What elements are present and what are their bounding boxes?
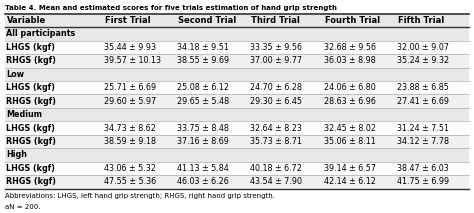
Text: First Trial: First Trial <box>105 16 150 25</box>
Text: 34.12 ± 7.78: 34.12 ± 7.78 <box>397 137 449 146</box>
Text: 32.68 ± 9.56: 32.68 ± 9.56 <box>324 43 376 52</box>
Text: 29.65 ± 5.48: 29.65 ± 5.48 <box>177 97 229 106</box>
Text: 38.59 ± 9.18: 38.59 ± 9.18 <box>104 137 156 146</box>
Text: 37.00 ± 9.77: 37.00 ± 9.77 <box>250 56 302 65</box>
Text: LHGS (kgf): LHGS (kgf) <box>6 164 55 173</box>
Text: 32.45 ± 8.02: 32.45 ± 8.02 <box>324 124 376 132</box>
Text: Abbreviations: LHGS, left hand grip strength; RHGS, right hand grip strength.: Abbreviations: LHGS, left hand grip stre… <box>5 193 275 199</box>
Text: All participants: All participants <box>6 29 75 39</box>
Bar <box>5 41 469 54</box>
Text: 34.73 ± 8.62: 34.73 ± 8.62 <box>104 124 155 132</box>
Text: 38.47 ± 6.03: 38.47 ± 6.03 <box>397 164 449 173</box>
Text: 38.55 ± 9.69: 38.55 ± 9.69 <box>177 56 229 65</box>
Text: 33.75 ± 8.48: 33.75 ± 8.48 <box>177 124 229 132</box>
Text: 24.70 ± 6.28: 24.70 ± 6.28 <box>250 83 302 92</box>
Text: 39.14 ± 6.57: 39.14 ± 6.57 <box>324 164 376 173</box>
Text: 46.03 ± 6.26: 46.03 ± 6.26 <box>177 177 229 186</box>
Bar <box>5 14 469 27</box>
Text: Low: Low <box>6 70 24 79</box>
Text: RHGS (kgf): RHGS (kgf) <box>6 177 56 186</box>
Text: 35.44 ± 9.93: 35.44 ± 9.93 <box>104 43 156 52</box>
Text: 35.24 ± 9.32: 35.24 ± 9.32 <box>397 56 449 65</box>
Text: Fifth Trial: Fifth Trial <box>398 16 445 25</box>
Bar <box>5 162 469 175</box>
Text: 35.06 ± 8.11: 35.06 ± 8.11 <box>324 137 375 146</box>
Bar <box>5 94 469 108</box>
Text: 32.00 ± 9.07: 32.00 ± 9.07 <box>397 43 449 52</box>
Text: 24.06 ± 6.80: 24.06 ± 6.80 <box>324 83 375 92</box>
Text: 41.75 ± 6.99: 41.75 ± 6.99 <box>397 177 449 186</box>
Bar <box>5 121 469 135</box>
Text: 27.41 ± 6.69: 27.41 ± 6.69 <box>397 97 449 106</box>
Bar <box>5 54 469 68</box>
Text: aN = 200.: aN = 200. <box>5 204 40 210</box>
Text: 40.18 ± 6.72: 40.18 ± 6.72 <box>250 164 302 173</box>
Text: LHGS (kgf): LHGS (kgf) <box>6 124 55 132</box>
Text: 43.06 ± 5.32: 43.06 ± 5.32 <box>104 164 155 173</box>
Text: 43.54 ± 7.90: 43.54 ± 7.90 <box>250 177 302 186</box>
Text: Fourth Trial: Fourth Trial <box>325 16 380 25</box>
Text: 42.14 ± 6.12: 42.14 ± 6.12 <box>324 177 376 186</box>
Text: Third Trial: Third Trial <box>251 16 300 25</box>
Text: RHGS (kgf): RHGS (kgf) <box>6 97 56 106</box>
Text: 33.35 ± 9.56: 33.35 ± 9.56 <box>250 43 302 52</box>
Bar <box>5 148 469 162</box>
Bar <box>5 175 469 189</box>
Text: 41.13 ± 5.84: 41.13 ± 5.84 <box>177 164 229 173</box>
Text: Table 4. Mean and estimated scores for five trials estimation of hand grip stren: Table 4. Mean and estimated scores for f… <box>5 5 337 11</box>
Text: 23.88 ± 6.85: 23.88 ± 6.85 <box>397 83 449 92</box>
Text: 34.18 ± 9.51: 34.18 ± 9.51 <box>177 43 229 52</box>
Text: 25.71 ± 6.69: 25.71 ± 6.69 <box>104 83 156 92</box>
Text: Second Trial: Second Trial <box>178 16 236 25</box>
Text: RHGS (kgf): RHGS (kgf) <box>6 56 56 65</box>
Bar <box>5 108 469 121</box>
Text: 25.08 ± 6.12: 25.08 ± 6.12 <box>177 83 229 92</box>
Text: 32.64 ± 8.23: 32.64 ± 8.23 <box>250 124 302 132</box>
Text: 28.63 ± 6.96: 28.63 ± 6.96 <box>324 97 376 106</box>
Text: 47.55 ± 5.36: 47.55 ± 5.36 <box>104 177 156 186</box>
Text: 31.24 ± 7.51: 31.24 ± 7.51 <box>397 124 449 132</box>
Bar <box>5 135 469 148</box>
Text: 29.30 ± 6.45: 29.30 ± 6.45 <box>250 97 302 106</box>
Text: Medium: Medium <box>6 110 42 119</box>
Text: 39.57 ± 10.13: 39.57 ± 10.13 <box>104 56 161 65</box>
Text: 35.73 ± 8.71: 35.73 ± 8.71 <box>250 137 302 146</box>
Text: LHGS (kgf): LHGS (kgf) <box>6 43 55 52</box>
Text: LHGS (kgf): LHGS (kgf) <box>6 83 55 92</box>
Text: RHGS (kgf): RHGS (kgf) <box>6 137 56 146</box>
Bar <box>5 27 469 41</box>
Text: 29.60 ± 5.97: 29.60 ± 5.97 <box>104 97 156 106</box>
Bar <box>5 81 469 94</box>
Text: 37.16 ± 8.69: 37.16 ± 8.69 <box>177 137 229 146</box>
Bar <box>5 68 469 81</box>
Text: High: High <box>6 150 27 159</box>
Text: 36.03 ± 8.98: 36.03 ± 8.98 <box>324 56 375 65</box>
Text: Variable: Variable <box>7 16 46 25</box>
